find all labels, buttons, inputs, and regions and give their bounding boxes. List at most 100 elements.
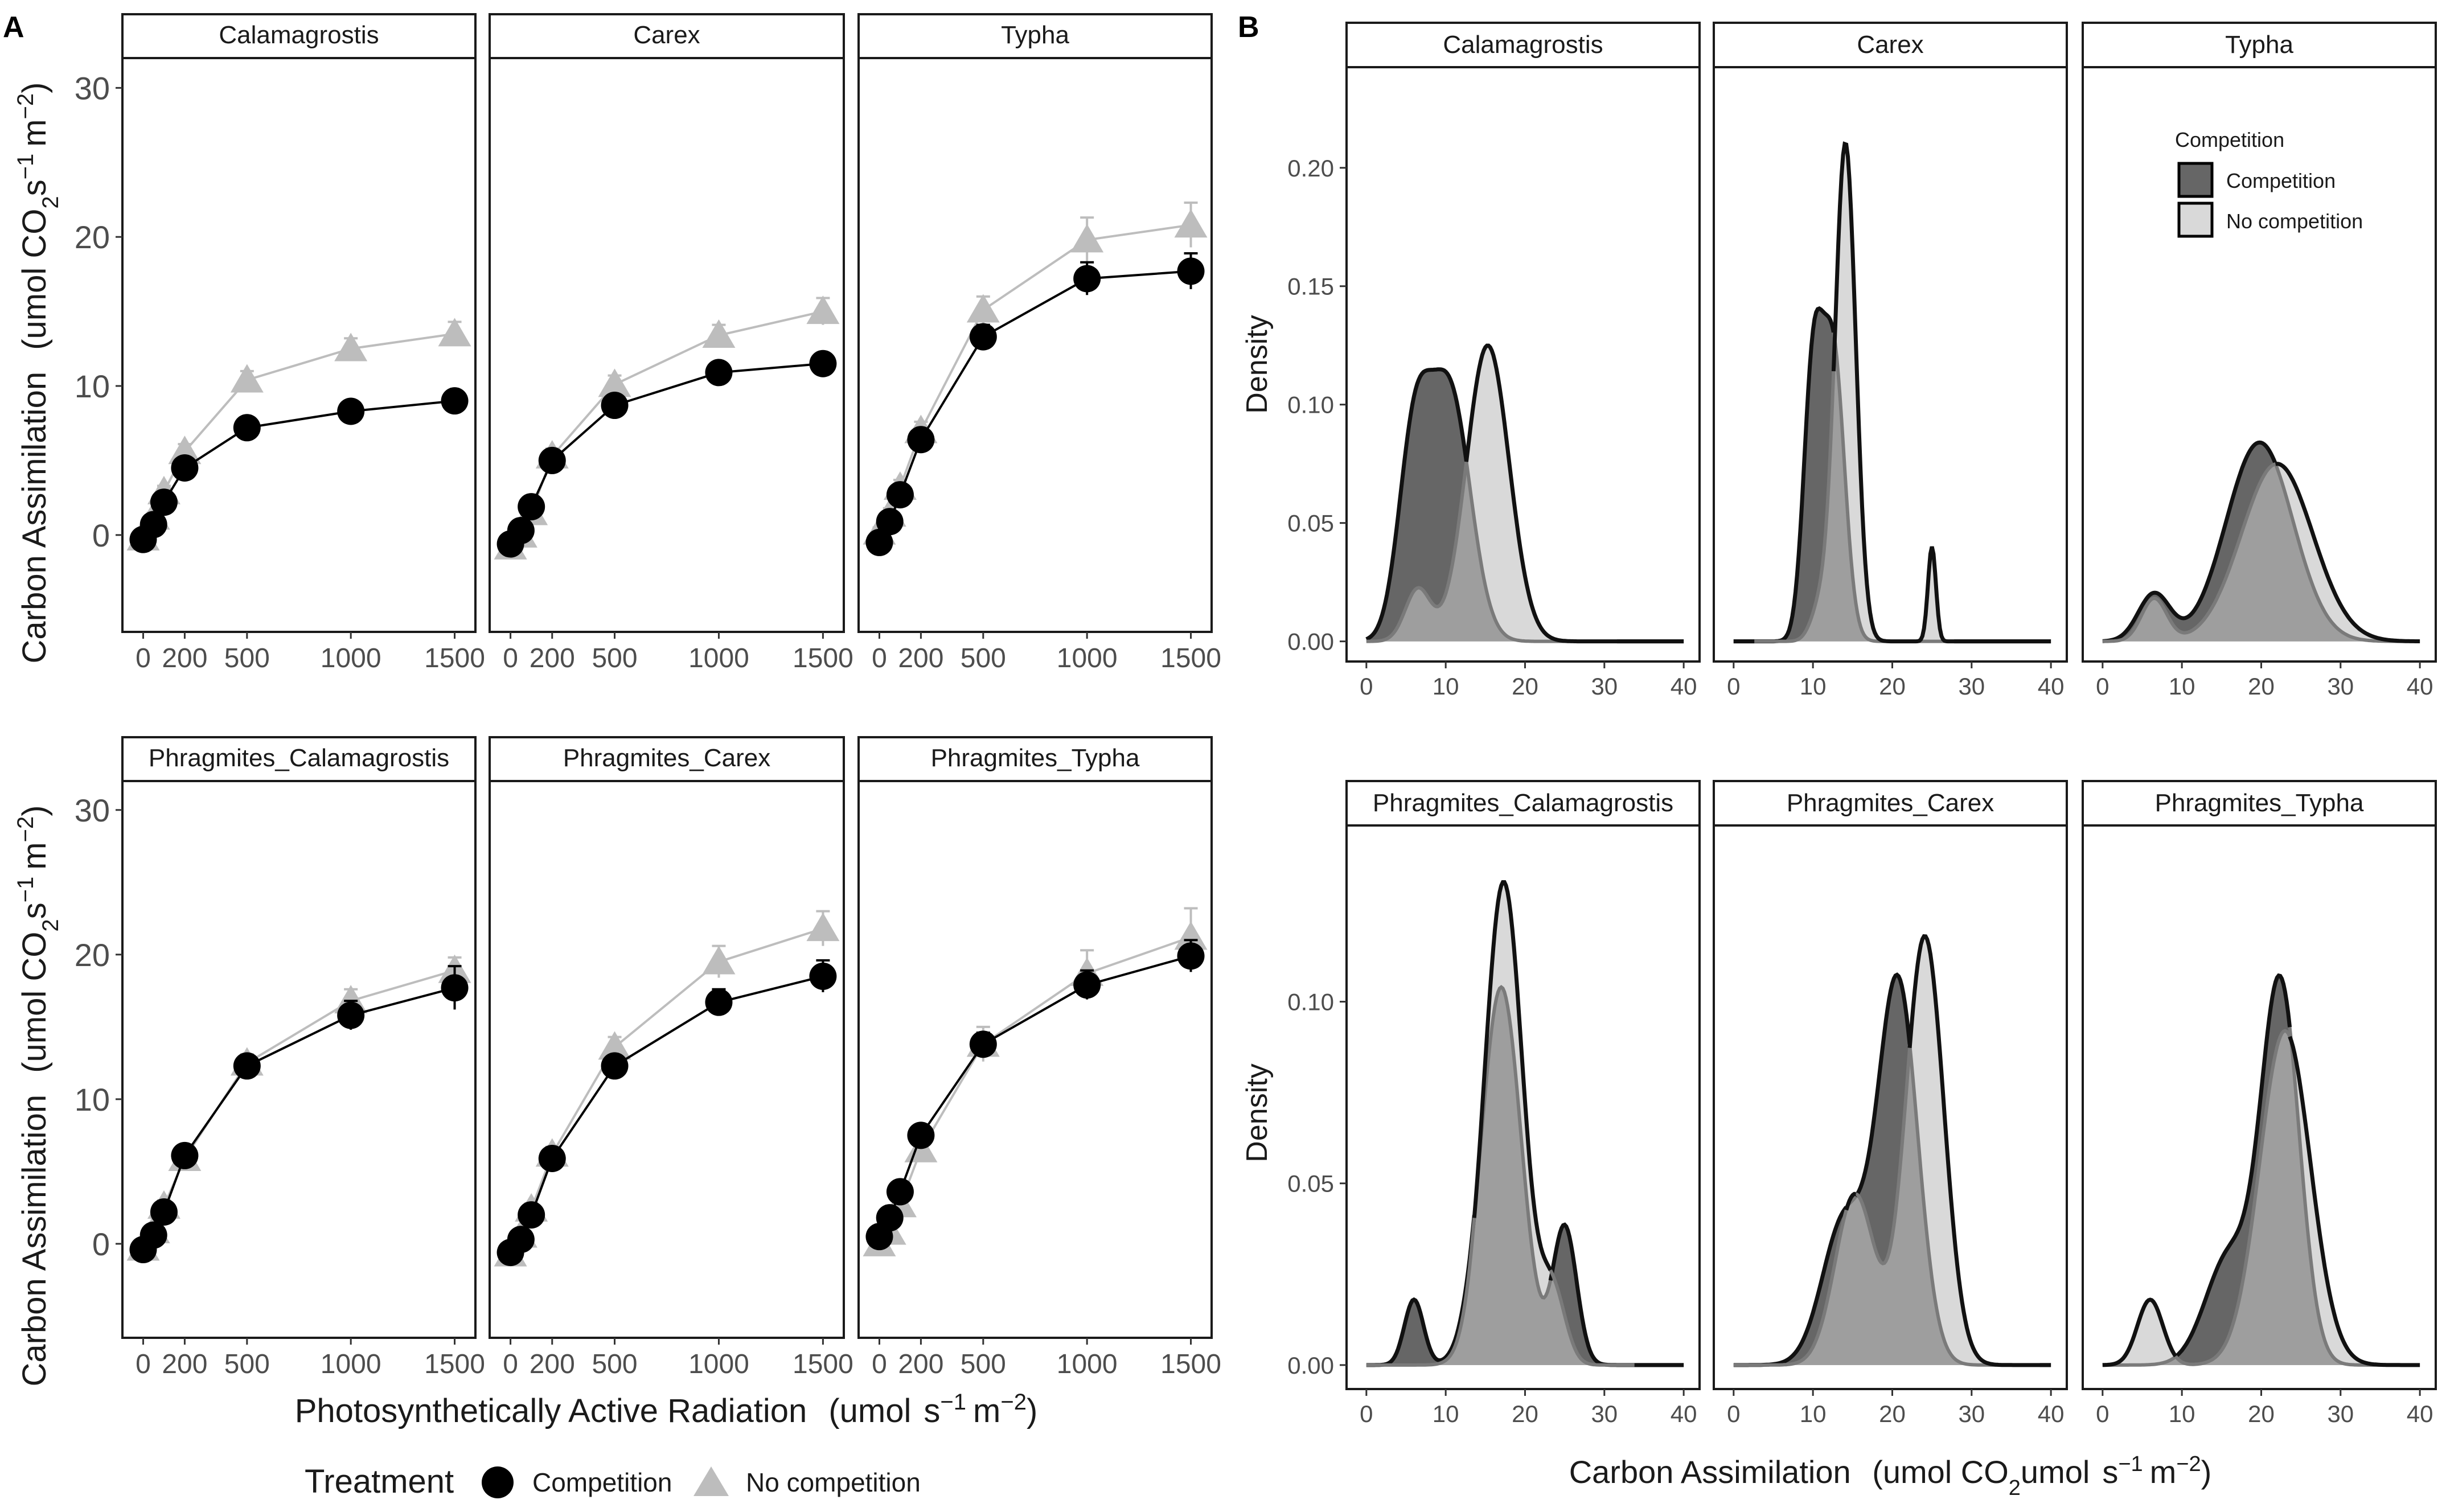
data-point	[809, 350, 837, 377]
x-tick-label: 10	[1800, 1400, 1827, 1427]
x-tick-label: 1500	[1160, 643, 1221, 673]
x-tick-label: 20	[1512, 673, 1538, 700]
density-facet-typha: Typha 0 10 20 30 40	[2082, 22, 2437, 700]
data-point	[168, 435, 202, 465]
density-facet-phragmites-calamagrostis: Phragmites_Calamagrostis 0 10 20 30 40 0.00 0.0…	[1287, 780, 1701, 1427]
data-point	[171, 1141, 199, 1169]
facet-frame	[857, 57, 1213, 633]
data-point	[171, 454, 199, 482]
panel-a-xlabel: Photosynthetically Active Radiation (umo…	[295, 1390, 1038, 1429]
x-tick-label: 30	[2327, 1400, 2354, 1427]
data-point	[1177, 257, 1205, 285]
y-tick-label: 0.00	[1287, 1352, 1334, 1379]
x-tick-label: 500	[592, 643, 637, 673]
x-tick-label: 200	[162, 1349, 207, 1379]
density-area-overlap	[1366, 987, 1684, 1365]
facet-carex: Carex 0 200 500 1000 1500	[489, 13, 853, 673]
facet-phragmites-typha: Phragmites_Typha 0 200 500 1000 1500	[857, 736, 1221, 1379]
data-point	[886, 481, 914, 509]
y-tick-label: 0.20	[1287, 155, 1334, 182]
facet-title: Phragmites_Calamagrostis	[1373, 789, 1673, 817]
density-no-competition-outline-hidden	[1754, 371, 1836, 643]
facet-title: Typha	[1001, 21, 1069, 49]
data-point	[518, 1201, 545, 1229]
series-no-competition	[863, 907, 1208, 1256]
x-tick-label: 20	[1879, 1400, 1906, 1427]
x-tick-label: 1500	[793, 643, 853, 673]
series-competition	[496, 959, 837, 1267]
x-tick-label: 1000	[321, 643, 381, 673]
facet-frame	[1713, 824, 2068, 1390]
facet-typha: Typha 0 200 500 1000 1500	[857, 13, 1221, 673]
legend-label-competition: Competition	[2226, 169, 2336, 192]
density-facet-carex: Carex 0 10 20 30 40	[1713, 22, 2068, 700]
x-tick-label: 500	[592, 1349, 637, 1379]
x-tick-label: 0	[872, 1349, 887, 1379]
data-point	[334, 332, 368, 361]
x-tick-label: 0	[1727, 673, 1740, 700]
density-area-overlap	[2102, 1030, 2420, 1365]
x-tick-label: 1000	[1057, 1349, 1118, 1379]
x-tick-label: 20	[2248, 1400, 2275, 1427]
x-tick-label: 30	[2327, 673, 2354, 700]
data-point	[806, 913, 840, 942]
y-tick-label: 30	[75, 70, 110, 106]
y-tick-label: 0.10	[1287, 989, 1334, 1016]
x-tick-label: 0	[503, 643, 518, 673]
facet-strip	[121, 736, 477, 782]
series-line	[878, 955, 1192, 1238]
data-point	[507, 516, 535, 544]
facet-frame	[2082, 824, 2437, 1390]
data-point	[865, 528, 893, 556]
legend-circle-marker	[482, 1466, 514, 1498]
x-tick-label: 0	[136, 1349, 151, 1379]
panel-a-ylabel-bottom: Carbon Assimilation (umol CO2s−1m−2)	[13, 806, 63, 1387]
series-line	[878, 224, 1191, 533]
x-tick-label: 40	[1671, 1400, 1697, 1427]
data-point	[1073, 265, 1101, 293]
facet-title: Typha	[2225, 31, 2293, 59]
density-area-competition	[1733, 975, 2051, 1365]
density-plot-area	[1365, 343, 1684, 644]
data-point	[907, 426, 935, 454]
legend-title: Competition	[2175, 128, 2284, 151]
legend-key-competition	[2177, 162, 2214, 198]
x-tick-label: 10	[1800, 673, 1827, 700]
panel-b: Calamagrostis 0 10 20 30 40 0.00 0.05 0.10 0.15 0.…	[1287, 22, 2437, 1427]
y-tick-label: 0.00	[1287, 628, 1334, 655]
density-no-competition-outline	[2102, 1036, 2420, 1367]
x-tick-label: 30	[1958, 673, 1985, 700]
x-tick-label: 1000	[321, 1349, 381, 1379]
data-point	[876, 508, 904, 536]
data-point	[969, 1030, 997, 1058]
facet-frame	[1713, 66, 2068, 663]
x-tick-label: 1000	[688, 643, 749, 673]
data-point	[969, 323, 997, 351]
data-point	[886, 1178, 914, 1206]
y-tick-label: 30	[75, 792, 110, 828]
legend-label-competition: Competition	[532, 1468, 672, 1497]
x-tick-label: 10	[2169, 1400, 2195, 1427]
data-point	[966, 294, 1000, 323]
x-tick-label: 500	[224, 643, 270, 673]
facet-title: Carex	[633, 21, 700, 49]
facet-strip	[121, 13, 477, 59]
series-line	[142, 969, 455, 1249]
facet-strip	[1345, 780, 1701, 827]
data-point	[538, 1145, 566, 1173]
x-tick-label: 20	[1879, 673, 1906, 700]
density-plot-area	[1733, 934, 2051, 1367]
data-point	[233, 414, 261, 442]
series-no-competition	[126, 954, 471, 1261]
data-point	[139, 511, 167, 539]
series-no-competition	[494, 910, 840, 1267]
ylabel-text: Carbon Assimilation	[16, 1095, 53, 1387]
facet-frame	[121, 57, 477, 633]
data-point	[1174, 921, 1208, 950]
facet-frame	[857, 780, 1213, 1339]
panel-a-ylabel-top: Carbon Assimilation (umol CO2s−1m−2)	[13, 83, 63, 664]
panel-letter-b: B	[1238, 11, 1259, 44]
legend-triangle-marker	[693, 1466, 729, 1496]
legend-label-no-competition: No competition	[2226, 209, 2363, 233]
facet-title: Phragmites_Calamagrostis	[149, 744, 449, 772]
